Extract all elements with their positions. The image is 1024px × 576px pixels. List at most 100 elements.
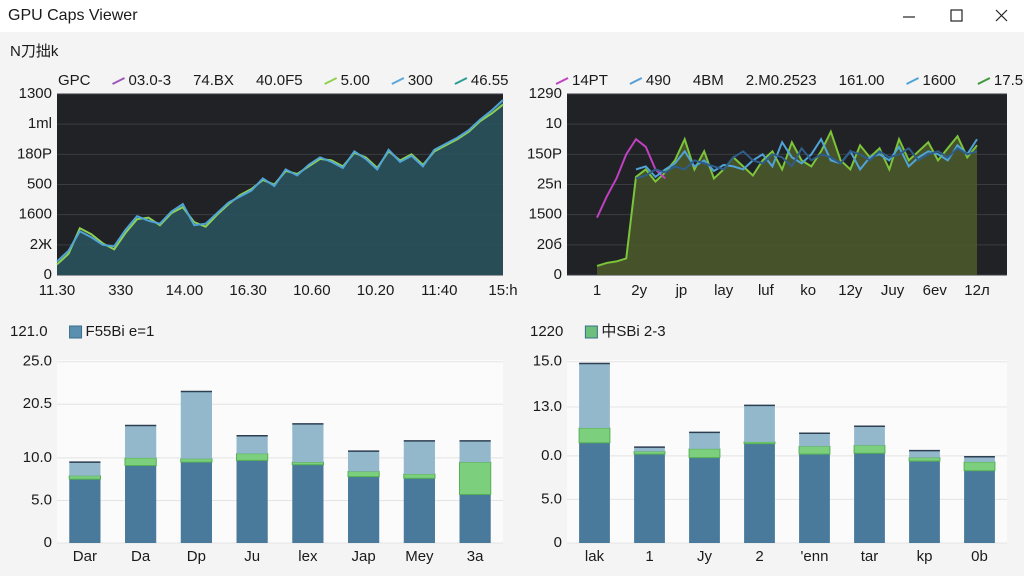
bar-segment [579,363,610,428]
bar-segment [909,450,940,458]
bar-segment [403,473,436,479]
bar-segment [180,462,212,543]
bar-segment [236,460,268,543]
x-tick-label: 2y [631,282,647,299]
bar-segment [459,494,491,543]
y-tick-label: 25n [537,175,562,192]
legend-label: 中SBi 2-3 [601,323,665,340]
bar-segment [125,465,157,543]
x-tick-label: 12л [964,282,989,299]
bar-segment [578,427,611,444]
y-tick-label: 10.0 [23,449,52,466]
header-label: N刀拙k [10,43,59,60]
legend-label: 5.00 [341,72,370,89]
x-tick-label: Da [131,548,151,565]
bar-segment [689,432,720,449]
legend-swatch [555,77,569,85]
window-title: GPU Caps Viewer [8,7,138,24]
bar-segment [348,451,380,472]
bar-segment [634,447,665,452]
legend-label: 14PT [572,72,608,89]
x-tick-label: 10.20 [357,282,395,299]
y-tick-label: 150P [527,145,562,162]
title-bar [0,0,1024,32]
y-tick-label: 1500 [529,206,562,223]
x-tick-label: 2 [755,548,763,565]
bar-segment [853,444,886,454]
bar-segment [348,476,380,543]
x-tick-label: 14.00 [166,282,204,299]
legend-swatch [454,77,468,85]
close-button[interactable] [995,9,1008,22]
x-tick-label: tar [861,548,879,565]
bar-segment [236,453,269,461]
legend-label: 2.M0.2523 [746,72,817,89]
x-tick-label: 15:h [488,282,517,299]
x-tick-label: lak [585,548,605,565]
y-tick-label: 25.0 [23,353,52,370]
y-tick-label: 15.0 [533,353,562,370]
legend-label: 03.0-3 [129,72,172,89]
line [596,137,666,219]
x-tick-label: kp [917,548,933,565]
legend-label: GPC [58,72,91,89]
bar-segment [292,464,324,543]
bar-segment [854,426,885,446]
y-tick-label: 5.0 [31,491,52,508]
bar-segment [180,458,213,463]
bar-segment [798,445,831,455]
x-tick-label: 12y [838,282,863,299]
x-tick-label: Jy [697,548,713,565]
bar-segment [744,405,775,442]
maximize-button[interactable] [950,9,963,22]
bar-segment [689,457,720,543]
line [635,137,978,179]
legend-label: 4BM [693,72,724,89]
bar-segment [854,453,885,543]
x-tick-label: 3a [467,548,484,565]
y-tick-label: 10 [545,115,562,132]
legend-swatch [584,325,598,339]
bar-segment [909,461,940,543]
x-tick-label: Dar [73,548,97,565]
bar-segment [743,441,776,445]
bar-segment [403,440,435,475]
bar-segment [459,461,492,495]
bar-segment [124,457,157,467]
bar-segment [964,456,995,462]
x-tick-label: 0b [971,548,988,565]
legend-swatch [324,77,338,85]
legend-label: F55Bi e=1 [86,323,155,340]
y-tick-label: 1600 [19,206,52,223]
y-tick-label: 0 [44,266,52,283]
bar-segment [347,471,380,478]
x-tick-label: Mey [405,548,434,565]
plot-background [567,360,1007,543]
legend-label: 17.56 [994,72,1024,89]
legend-label: 1600 [923,72,956,89]
legend-label: 121.0 [10,323,48,340]
legend-swatch [391,77,405,85]
x-tick-label: 11.30 [39,282,75,299]
bar-segment [459,440,491,463]
legend-label: 300 [408,72,433,89]
bar-segment [908,457,941,462]
legend-swatch [629,77,643,85]
x-tick-label: Ju [244,548,260,565]
y-tick-label: 5.0 [541,490,562,507]
bar-segment [292,423,324,463]
legend-label: 1220 [530,323,563,340]
x-tick-label: 16.30 [229,282,267,299]
bar-segment [799,454,830,543]
area [57,100,503,276]
y-tick-label: 0 [554,534,562,551]
area [597,131,977,275]
bar-segment [69,479,101,543]
x-tick-label: lay [714,282,734,299]
x-tick-label: jp [675,282,688,299]
y-tick-label: 500 [27,175,52,192]
bar-segment [963,461,996,472]
y-tick-label: 20.5 [23,395,52,412]
legend-label: 74.BX [193,72,234,89]
legend-swatch [112,77,125,85]
